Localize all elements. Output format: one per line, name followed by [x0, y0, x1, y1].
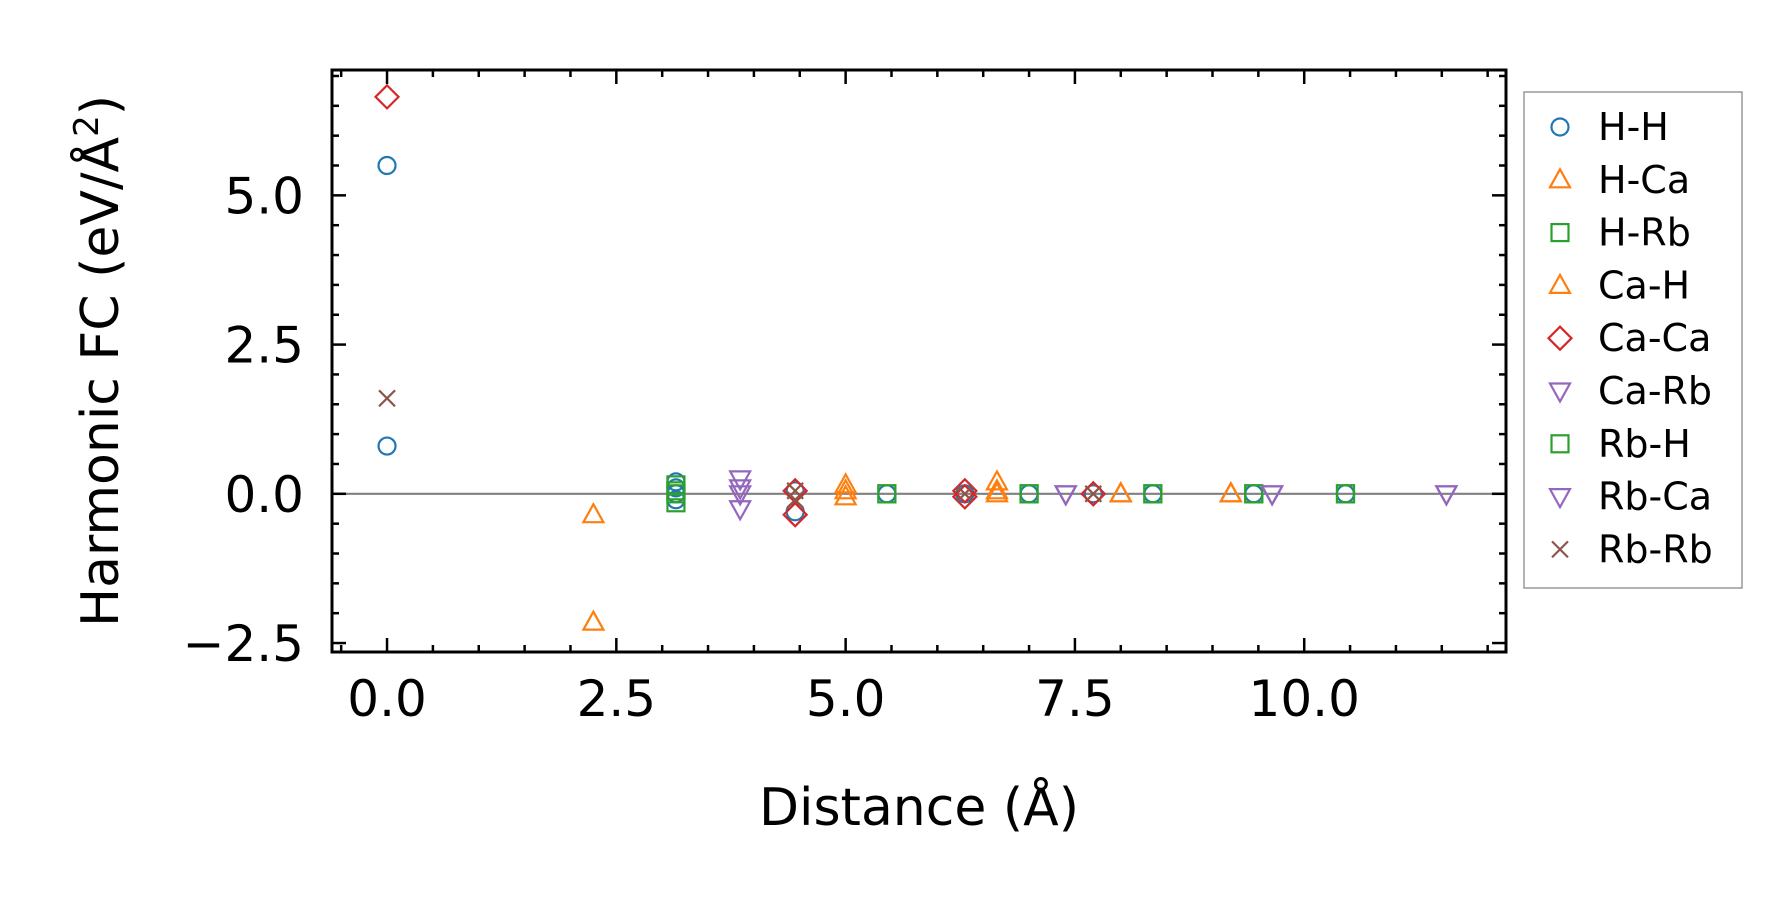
- data-point: [1084, 485, 1103, 503]
- data-point: [581, 501, 606, 524]
- data-point: [1143, 484, 1163, 504]
- series-rb-ca: [728, 479, 1459, 507]
- series-ca-h: [833, 478, 1243, 503]
- x-tick-label: 10.0: [1249, 670, 1360, 728]
- data-point: [1244, 484, 1264, 504]
- legend-label: Rb-Rb: [1598, 527, 1713, 571]
- data-point: [1434, 485, 1459, 507]
- data-point: [728, 500, 753, 522]
- legend-label: Rb-H: [1598, 422, 1691, 466]
- data-point: [782, 501, 809, 528]
- data-point: [378, 389, 396, 408]
- data-point: [1053, 485, 1078, 507]
- data-point: [377, 155, 397, 176]
- data-point: [985, 478, 1009, 500]
- y-axis-label: Harmonic FC (eV/Å2): [67, 95, 131, 627]
- legend-label: H-Rb: [1598, 211, 1691, 255]
- data-point: [956, 485, 974, 503]
- legend-marker: [1548, 272, 1572, 294]
- y-tick-label: −2.5: [183, 615, 304, 673]
- data-point: [728, 479, 753, 501]
- legend-marker: [1550, 117, 1570, 137]
- series-rb-h: [666, 481, 1356, 504]
- x-tick-label: 5.0: [806, 670, 886, 728]
- legend-marker: [1551, 540, 1569, 559]
- data-point: [877, 484, 897, 504]
- data-point: [373, 83, 401, 110]
- data-point: [1053, 485, 1078, 507]
- series-ca-ca: [373, 83, 1107, 528]
- legend-label: Ca-Ca: [1598, 316, 1711, 360]
- data-point: [985, 481, 1009, 503]
- data-point: [1083, 484, 1103, 504]
- y-tick-label: 0.0: [224, 466, 304, 524]
- data-point: [1218, 481, 1243, 503]
- data-point: [666, 481, 686, 501]
- legend-marker: [1550, 434, 1570, 454]
- y-tick-label: 5.0: [224, 167, 304, 225]
- data-point: [1218, 481, 1243, 503]
- legend-marker: [1548, 382, 1572, 404]
- x-tick-label: 0.0: [347, 670, 427, 728]
- data-point: [833, 478, 858, 500]
- data-point: [833, 484, 858, 506]
- plot-frame: [330, 68, 1508, 654]
- legend-label: H-H: [1598, 105, 1669, 149]
- x-axis-label: Distance (Å): [759, 776, 1079, 838]
- legend-marker: [1548, 167, 1572, 189]
- legend-label: H-Ca: [1598, 158, 1690, 202]
- data-point: [1260, 485, 1284, 507]
- series-h-h: [377, 155, 1356, 522]
- data-point: [1335, 484, 1356, 504]
- data-point: [1019, 484, 1039, 504]
- data-point: [985, 469, 1009, 491]
- legend: H-H H-Ca H-Rb Ca-H Ca-Ca Ca-Rb Rb-H Rb-Ca Rb-Rb: [1523, 91, 1743, 589]
- legend-marker: [1546, 325, 1574, 352]
- y-tick-label: 2.5: [224, 317, 304, 375]
- data-point: [1080, 480, 1107, 507]
- data-point: [786, 482, 804, 500]
- x-tick-label: 7.5: [1035, 670, 1115, 728]
- data-point: [377, 436, 397, 456]
- legend-marker: [1550, 223, 1570, 243]
- data-point: [728, 485, 753, 507]
- legend-label: Ca-Rb: [1598, 369, 1712, 413]
- data-point: [951, 483, 978, 510]
- legend-marker: [1548, 488, 1572, 510]
- data-point: [786, 491, 804, 509]
- data-point: [1260, 485, 1284, 507]
- data-point: [1108, 481, 1133, 503]
- data-point: [1108, 481, 1133, 503]
- data-point: [581, 609, 606, 631]
- data-point: [666, 493, 686, 513]
- legend-label: Rb-Ca: [1598, 475, 1712, 519]
- data-point: [833, 472, 858, 494]
- x-tick-label: 2.5: [577, 670, 657, 728]
- data-point: [1434, 485, 1459, 507]
- legend-label: Ca-H: [1598, 263, 1690, 307]
- series-rb-rb: [378, 389, 1103, 509]
